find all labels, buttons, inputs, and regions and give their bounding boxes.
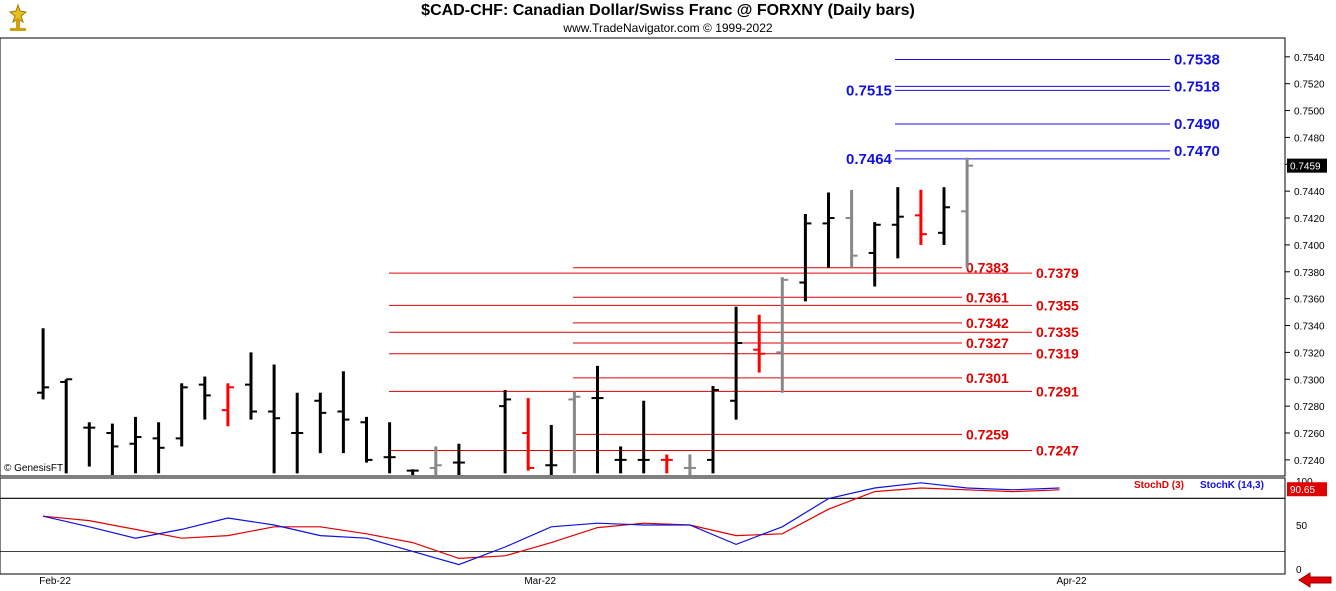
price-levels: 0.7538 0.7518 0.7515 0.7490 0.7470 0.7464 0.73… — [389, 51, 1220, 458]
price-tick-label: 0.7520 — [1294, 80, 1325, 91]
blue-level-label: 0.7490 — [1174, 116, 1220, 133]
price-tick-label: 0.7300 — [1294, 375, 1325, 386]
ohlc-bar — [452, 443, 465, 475]
ohlc-bar — [152, 422, 165, 474]
red-level-label: 0.7379 — [1036, 265, 1079, 281]
red-level-label: 0.7301 — [966, 370, 1009, 386]
price-tick-label: 0.7280 — [1294, 402, 1325, 413]
blue-level-label: 0.7470 — [1174, 143, 1220, 160]
price-tick-label: 0.7500 — [1294, 107, 1325, 118]
red-level-label: 0.7335 — [1036, 324, 1079, 340]
red-level-label: 0.7319 — [1036, 346, 1079, 362]
ohlc-bar — [60, 378, 73, 474]
stoch-last-label: 90.65 — [1290, 485, 1315, 496]
stochd-legend: StochD (3) — [1134, 480, 1184, 491]
ohlc-bar — [868, 222, 881, 287]
ohlc-bar — [499, 390, 512, 474]
ohlc-bar — [291, 392, 304, 474]
ohlc-bar — [175, 383, 188, 447]
ohlc-bar — [707, 385, 719, 474]
ohlc-bar — [637, 400, 650, 474]
ohlc-bar — [753, 314, 766, 373]
stochk-legend: StochK (14,3) — [1200, 480, 1264, 491]
ohlc-bar — [406, 469, 419, 475]
trade-navigator-logo-icon — [8, 3, 28, 31]
ohlc-bar — [37, 328, 50, 400]
blue-level-label: 0.7464 — [846, 151, 893, 168]
last-price-label: 0.7459 — [1290, 162, 1321, 173]
price-axis: 0.7240 0.7260 0.7280 0.7300 0.7320 0.7340 0.73… — [1285, 53, 1327, 467]
price-tick-label: 0.7320 — [1294, 348, 1325, 359]
red-level-label: 0.7291 — [1036, 383, 1079, 399]
blue-level-label: 0.7518 — [1174, 78, 1220, 95]
ohlc-bar — [360, 416, 373, 463]
price-tick-label: 0.7400 — [1294, 241, 1325, 252]
price-tick-label: 0.7360 — [1294, 295, 1325, 306]
stoch-tick-label: 50 — [1296, 521, 1308, 532]
ohlc-bar — [221, 383, 234, 427]
price-tick-label: 0.7420 — [1294, 214, 1325, 225]
time-tick-label: Feb-22 — [39, 576, 71, 587]
red-level-label: 0.7355 — [1036, 297, 1079, 313]
ohlc-bar — [845, 189, 858, 268]
stoch-series-line — [42, 482, 1060, 566]
red-level-label: 0.7327 — [966, 335, 1009, 351]
price-tick-label: 0.7440 — [1294, 187, 1325, 198]
ohlc-bar — [268, 364, 281, 474]
price-tick-label: 0.7340 — [1294, 322, 1325, 333]
ohlc-bars — [37, 157, 974, 475]
blue-level-label: 0.7515 — [846, 82, 892, 99]
ohlc-bar — [938, 187, 950, 245]
price-tick-label: 0.7540 — [1294, 53, 1325, 64]
ohlc-bar — [245, 352, 257, 420]
stoch-last-box — [1287, 482, 1327, 497]
ohlc-bar — [198, 376, 211, 420]
blue-level-label: 0.7538 — [1174, 51, 1220, 68]
price-tick-label: 0.7380 — [1294, 268, 1325, 279]
chart-subtitle: www.TradeNavigator.com © 1999-2022 — [563, 21, 773, 35]
time-tick-label: Mar-22 — [524, 576, 556, 587]
ohlc-bar — [822, 192, 835, 268]
last-price-box — [1287, 158, 1327, 173]
time-tick-label: Apr-22 — [1056, 576, 1086, 587]
ohlc-bar — [568, 391, 581, 474]
scroll-left-arrow-icon[interactable] — [1298, 572, 1332, 588]
ohlc-bar — [129, 416, 142, 474]
ohlc-bar — [799, 214, 812, 302]
ohlc-bar — [614, 446, 627, 474]
ohlc-bar — [383, 422, 396, 474]
ohlc-bar — [522, 398, 535, 471]
price-tick-label: 0.7480 — [1294, 133, 1325, 144]
ohlc-bar — [106, 423, 119, 475]
ohlc-bar — [591, 365, 604, 474]
price-panel-border — [0, 37, 1286, 477]
ohlc-bar — [891, 187, 904, 259]
stochastic-panel: 050100StochD (3)StochK (14,3)90.65 — [0, 477, 1327, 576]
ohlc-bar — [683, 454, 696, 475]
ohlc-bar — [314, 392, 327, 454]
red-level-label: 0.7247 — [1036, 442, 1079, 458]
ohlc-bar — [730, 306, 743, 420]
ohlc-bar — [776, 277, 789, 393]
stoch-panel-border — [0, 477, 1286, 575]
ohlc-bar — [914, 189, 927, 245]
chart-title: $CAD-CHF: Canadian Dollar/Swiss Franc @ … — [421, 2, 915, 19]
ohlc-bar — [337, 371, 350, 454]
ohlc-bar — [429, 446, 442, 475]
red-level-label: 0.7361 — [966, 289, 1009, 305]
ohlc-bar — [660, 454, 673, 474]
ohlc-bar — [961, 157, 974, 268]
red-level-label: 0.7383 — [966, 260, 1009, 276]
ohlc-bar — [83, 422, 96, 467]
red-level-label: 0.7259 — [966, 426, 1009, 442]
red-level-label: 0.7342 — [966, 315, 1009, 331]
price-tick-label: 0.7260 — [1294, 429, 1325, 440]
price-tick-label: 0.7240 — [1294, 456, 1325, 467]
time-axis: Feb-22 Mar-22 Apr-22 — [39, 576, 1087, 587]
stoch-tick-label: 0 — [1296, 565, 1302, 576]
genesis-watermark: © GenesisFT — [4, 463, 64, 474]
stoch-series-line — [43, 487, 1060, 560]
ohlc-bar — [545, 424, 558, 475]
